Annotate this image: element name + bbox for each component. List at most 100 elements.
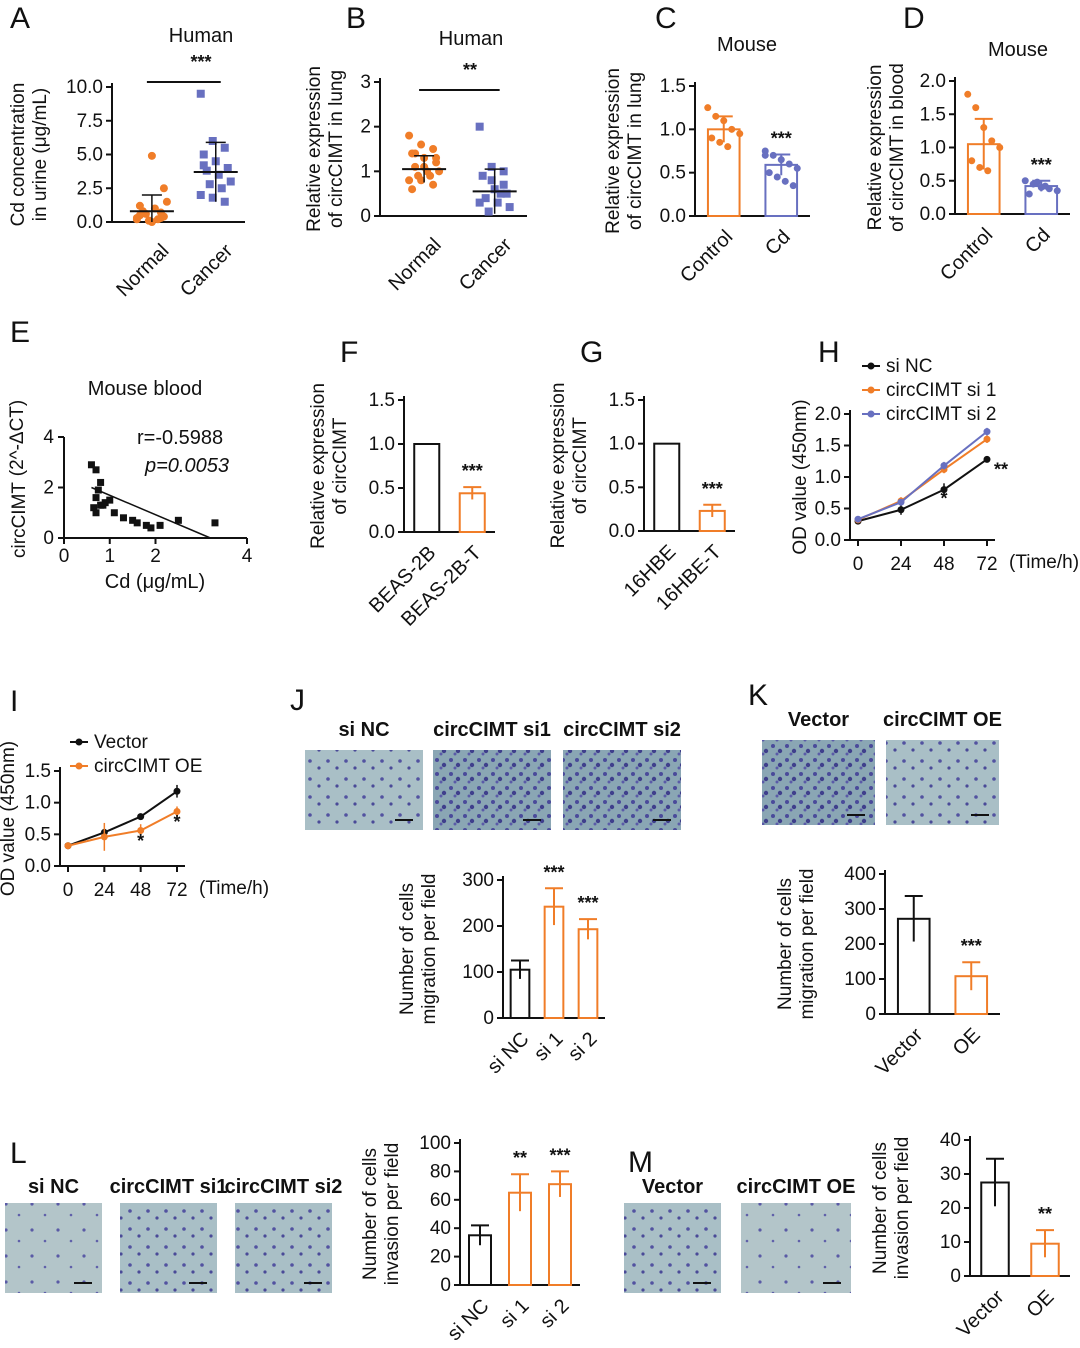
micrograph-image — [120, 1203, 217, 1293]
data-point — [1041, 182, 1049, 190]
data-point — [129, 516, 137, 524]
micrograph-image — [305, 750, 423, 830]
data-point — [487, 176, 496, 185]
legend-marker — [867, 410, 875, 418]
legend-label: Vector — [94, 732, 149, 753]
data-point — [761, 151, 769, 159]
y-tick-label: 20 — [940, 1198, 961, 1219]
y-tick-label: 30 — [940, 1164, 961, 1185]
data-point — [429, 145, 438, 153]
y-axis-label: OD value (450nm) — [790, 399, 811, 554]
panel-label: C — [655, 2, 677, 35]
data-point — [137, 827, 145, 835]
x-tick-label: si NC — [483, 1028, 533, 1078]
data-point — [1021, 177, 1029, 185]
x-tick-label: 48 — [933, 554, 954, 575]
y-axis-label: migration per field — [797, 868, 818, 1019]
legend-label: circCIMT si 1 — [886, 380, 996, 401]
data-point — [712, 112, 720, 120]
y-tick-label: 1.5 — [369, 390, 395, 411]
significance-mark: ** — [513, 1148, 527, 1168]
significance-mark: ** — [1038, 1204, 1052, 1224]
data-point — [223, 164, 232, 172]
micrographs-M: Vector circCIMT OE — [624, 1176, 855, 1293]
x-axis-label: (Time/h) — [1009, 552, 1079, 573]
y-axis-label: migration per field — [419, 873, 440, 1024]
y-tick-label: 20 — [430, 1247, 451, 1268]
y-tick-label: 60 — [430, 1190, 451, 1211]
data-point — [897, 506, 905, 514]
x-axis-label: Cd (μg/mL) — [105, 571, 205, 593]
data-point — [773, 173, 781, 181]
micrograph-image — [624, 1203, 721, 1293]
data-point — [196, 89, 205, 98]
data-point — [217, 184, 226, 193]
y-axis-label: of circCIMT in lung — [625, 72, 646, 230]
significance-mark: *** — [190, 52, 211, 72]
data-point — [142, 521, 150, 529]
y-tick-label: 1.5 — [609, 390, 635, 411]
legend-marker — [867, 362, 875, 370]
significance-mark: *** — [577, 893, 598, 913]
data-point — [499, 167, 508, 176]
x-axis-label: (Time/h) — [199, 878, 269, 899]
y-tick-label: 200 — [462, 916, 494, 937]
panel-label: J — [290, 684, 305, 717]
panel-C: C Mouse 0.0 0.5 1.0 1.5 Control *** Cd Relative e… — [603, 2, 810, 287]
x-tick-label: si NC — [443, 1295, 493, 1345]
y-axis-label: OD value (450nm) — [0, 741, 19, 896]
data-point — [173, 787, 181, 795]
data-point — [100, 833, 108, 841]
panel-E: E Mouse blood 0 2 4 0 1 2 4 r=-0.5988 p=0.0053 Cd (… — [7, 316, 253, 593]
data-point — [777, 156, 785, 164]
x-tick-label: 2 — [150, 546, 161, 567]
data-point — [92, 494, 100, 502]
data-point — [475, 198, 484, 207]
data-point — [487, 162, 496, 171]
legend-label: circCIMT OE — [94, 756, 202, 777]
data-point — [408, 185, 417, 194]
y-tick-label: 1.0 — [660, 119, 686, 140]
y-tick-label: 1.0 — [609, 434, 635, 455]
micrograph-label: circCIMT si1 — [433, 719, 551, 741]
data-point — [704, 104, 712, 112]
data-point — [1053, 187, 1061, 195]
panel-D: D Mouse 0.0 0.5 1.0 1.5 2.0 Control *** Cd Relativ… — [865, 2, 1070, 285]
data-point — [211, 519, 219, 527]
x-tick-label: Normal — [112, 240, 173, 301]
legend-label: circCIMT si 2 — [886, 404, 996, 425]
x-tick-label: Normal — [385, 234, 446, 295]
data-point — [429, 180, 438, 189]
y-tick-label: 1.0 — [920, 138, 946, 159]
series-line — [67, 810, 178, 847]
panel-label: K — [748, 679, 768, 712]
x-tick-label: Cancer — [455, 234, 516, 295]
x-tick-label: OE — [1023, 1286, 1059, 1322]
micrograph-image — [741, 1203, 851, 1293]
data-point — [499, 180, 508, 189]
data-point — [133, 519, 141, 527]
y-axis-label: Relative expression — [548, 383, 569, 549]
data-point — [220, 197, 229, 206]
data-point — [153, 215, 162, 224]
significance-mark: *** — [543, 862, 564, 882]
y-tick-label: 3 — [360, 72, 371, 93]
y-axis-label: of circCIMT in blood — [887, 63, 908, 232]
data-point — [1025, 190, 1033, 198]
data-point — [426, 171, 435, 180]
data-point — [505, 203, 514, 212]
y-tick-label: 0.0 — [609, 521, 635, 542]
data-point — [119, 514, 127, 522]
data-point — [196, 191, 205, 199]
y-tick-label: 100 — [462, 962, 494, 983]
x-tick-label: 48 — [130, 880, 151, 901]
significance-mark: *** — [771, 128, 792, 148]
panel-K: K 0 100 200 300 400 Vector *** OE Number of cells… — [748, 679, 1000, 1080]
data-point — [983, 428, 991, 436]
data-point — [988, 137, 996, 145]
panel-label: D — [903, 2, 925, 35]
x-tick-label: 1 — [104, 546, 115, 567]
x-tick-label: 72 — [166, 880, 187, 901]
micrograph-image — [886, 740, 999, 825]
